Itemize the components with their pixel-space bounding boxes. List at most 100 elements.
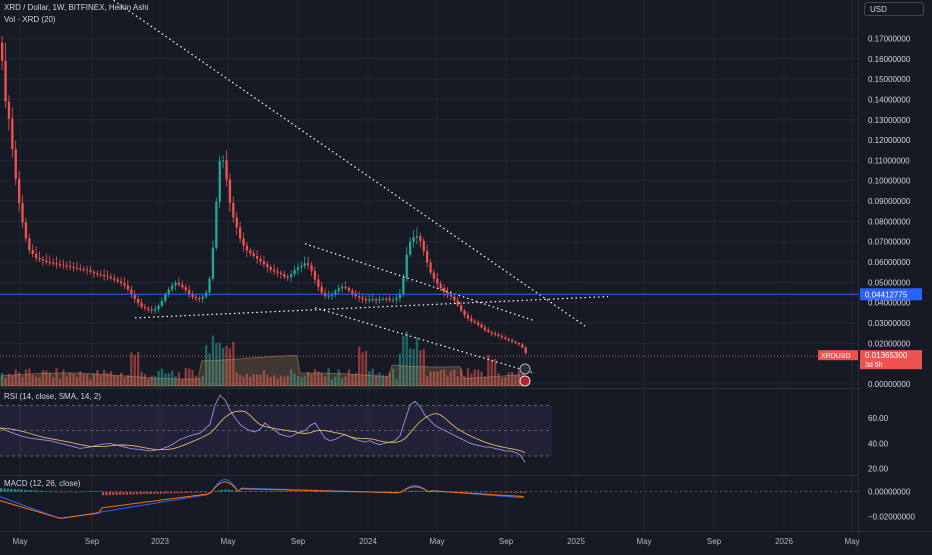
macd-histogram-bar (207, 491, 210, 493)
macd-histogram-bar (472, 491, 475, 493)
candle-body (201, 296, 204, 299)
macd-histogram-bar (17, 489, 20, 492)
candle-body (239, 227, 242, 239)
candle-body (460, 305, 463, 311)
macd-histogram-bar (125, 491, 128, 495)
volume-bar (483, 376, 487, 386)
x-tick-label: 2025 (567, 537, 585, 546)
currency-button[interactable]: USD (864, 2, 924, 16)
candle-body (283, 274, 286, 277)
macd-histogram-bar (13, 489, 16, 492)
volume-bar (511, 371, 514, 386)
candle-body (259, 258, 262, 262)
candle-body (52, 262, 55, 264)
macd-histogram-bar (520, 491, 523, 493)
volume-bar (303, 375, 306, 386)
volume-bar (109, 371, 113, 386)
volume-bar (310, 373, 313, 386)
candle-body (375, 299, 378, 301)
volume-bar (140, 371, 143, 386)
volume-bar (429, 371, 432, 386)
macd-histogram-bar (394, 491, 397, 493)
candle-body (358, 296, 361, 298)
volume-bar (463, 376, 466, 386)
macd-histogram-bar (10, 488, 13, 492)
volume-bar (82, 374, 85, 386)
candle-body (344, 286, 347, 289)
macd-histogram-bar (513, 491, 516, 493)
volume-bar (320, 373, 323, 386)
macd-histogram-bar (139, 491, 142, 495)
macd-histogram-bar (47, 491, 50, 492)
volume-bar (514, 374, 517, 386)
price-tick-label: 0.06000000 (868, 258, 911, 267)
volume-bar (273, 375, 276, 386)
volume-bar (259, 374, 262, 386)
macd-histogram-bar (346, 491, 349, 493)
volume-bar (18, 372, 21, 386)
macd-histogram-bar (251, 491, 254, 492)
volume-bar (286, 375, 289, 386)
volume-bar (99, 375, 102, 386)
macd-histogram-bar (431, 491, 434, 493)
macd-histogram-bar (146, 491, 149, 495)
macd-histogram-bar (306, 491, 309, 493)
candle-body (18, 178, 21, 204)
macd-histogram-bar (329, 491, 332, 493)
candle-body (473, 321, 476, 323)
candle-body (181, 284, 184, 288)
macd-histogram-bar (136, 491, 139, 495)
candle-body (371, 299, 374, 301)
volume-bar (62, 369, 65, 386)
price-tick-label: 0.15000000 (868, 75, 911, 84)
candle-body (368, 299, 371, 301)
volume-bar (55, 368, 58, 386)
candle-body (92, 271, 96, 274)
macd-histogram-bar (183, 491, 186, 493)
candle-body (426, 251, 429, 263)
volume-bar (517, 370, 521, 386)
volume-bar (35, 376, 38, 386)
candle-body (443, 287, 446, 293)
price-tick-label: 0.02000000 (868, 339, 911, 348)
event-marker-icon (519, 363, 531, 375)
macd-histogram-bar (44, 491, 47, 492)
candle-body (511, 340, 514, 342)
volume-bar (494, 358, 497, 386)
volume-bar (480, 371, 483, 386)
candle-body (116, 279, 119, 282)
candle-body (242, 238, 245, 246)
macd-histogram-bar (244, 491, 247, 492)
volume-bar (381, 374, 385, 386)
candle-body (188, 290, 191, 295)
candle-body (262, 261, 266, 265)
price-tick-label: 0.05000000 (868, 278, 911, 287)
macd-histogram-bar (170, 491, 173, 494)
candle-body (313, 271, 317, 280)
macd-histogram-bar (248, 491, 251, 492)
macd-histogram-bar (482, 491, 485, 493)
volume-bar (507, 372, 510, 386)
macd-histogram-bar (102, 491, 105, 496)
volume-bar (300, 377, 303, 386)
volume-bar (334, 376, 337, 386)
volume-bar (405, 331, 408, 386)
candle-body (150, 309, 153, 311)
macd-histogram-bar (265, 491, 268, 492)
candle-body (171, 285, 174, 290)
macd-histogram-bar (469, 491, 472, 493)
candle-body (276, 271, 279, 273)
price-tick-label: 0.07000000 (868, 238, 911, 247)
candle-body (137, 298, 140, 304)
volume-bar (92, 374, 96, 386)
macd-tick-label: −0.02000000 (868, 512, 915, 521)
price-tick-label: 0.10000000 (868, 177, 911, 186)
volume-bar (347, 369, 351, 386)
macd-histogram-bar (486, 491, 489, 493)
candle-body (1, 42, 4, 61)
candle-body (69, 266, 72, 268)
macd-histogram-bar (459, 491, 462, 493)
volume-bar (167, 372, 170, 386)
